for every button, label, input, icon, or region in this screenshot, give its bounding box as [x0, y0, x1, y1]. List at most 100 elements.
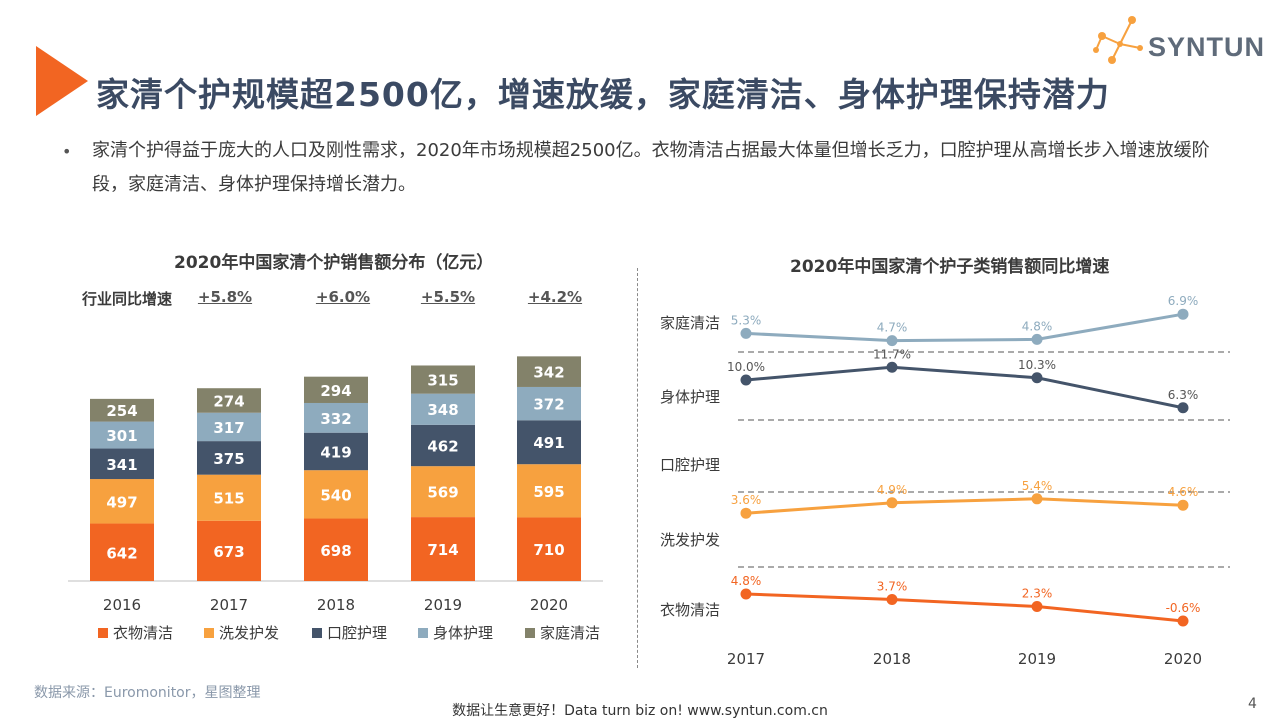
data-point — [1031, 493, 1043, 505]
series-line — [745, 312, 1184, 343]
bar-segment-2016 — [90, 421, 154, 449]
x-tick-label: 2019 — [424, 596, 462, 614]
data-point — [740, 588, 752, 600]
bar-segment-2016 — [90, 398, 154, 422]
bar-segment-2020 — [517, 517, 581, 581]
bar-value-label: 595 — [533, 483, 564, 501]
data-label: 4.8% — [1022, 319, 1053, 333]
industry-growth-label: 行业同比增速 — [82, 290, 173, 308]
bar-segment-2020 — [517, 356, 581, 387]
data-label: 4.7% — [877, 321, 908, 335]
legend-label: 口腔护理 — [327, 624, 387, 642]
bar-chart-title: 2020年中国家清个护销售额分布（亿元） — [174, 253, 494, 273]
series-label: 洗发护发 — [660, 531, 720, 549]
series-label: 口腔护理 — [660, 456, 720, 474]
data-point — [1031, 372, 1043, 384]
bar-value-label: 342 — [533, 364, 564, 382]
data-label: 4.6% — [1168, 485, 1199, 499]
bar-value-label: 317 — [213, 419, 244, 437]
growth-value-2018: +6.0% — [315, 288, 371, 306]
bar-value-label: 462 — [427, 437, 458, 455]
chart-divider — [637, 268, 638, 668]
legend-label: 家庭清洁 — [540, 624, 600, 642]
data-point — [886, 335, 898, 347]
syntun-logo: SYNTUN — [1086, 14, 1266, 66]
data-point — [740, 507, 752, 519]
bullet-text: 家清个护得益于庞大的人口及刚性需求，2020年市场规模超2500亿。衣物清洁占据… — [92, 140, 1210, 195]
data-label: 2.3% — [1022, 587, 1053, 601]
bar-segment-2020 — [517, 386, 581, 421]
bar-value-label: 274 — [213, 392, 244, 410]
data-label: 4.8% — [731, 574, 762, 588]
line-chart: 家庭清洁7.9%7.3%7.1%8.6%身体护理5.3%4.7%4.8%6.9%… — [660, 294, 1230, 668]
legend-label: 衣物清洁 — [113, 624, 173, 642]
data-label: 3.7% — [877, 580, 908, 594]
bar-segment-2019 — [411, 424, 475, 467]
data-label: 5.4% — [1022, 479, 1053, 493]
growth-value-2017: +5.8% — [197, 288, 253, 306]
bar-segment-2017 — [197, 474, 261, 521]
x-tick-label: 2017 — [727, 650, 765, 668]
series-label: 家庭清洁 — [660, 314, 720, 332]
bar-segment-2019 — [411, 365, 475, 394]
bar-value-label: 375 — [213, 450, 244, 468]
line-chart-title: 2020年中国家清个护子类销售额同比增速 — [790, 257, 1110, 277]
logo-text: SYNTUN — [1148, 32, 1266, 62]
bar-segment-2016 — [90, 479, 154, 524]
bar-value-label: 714 — [427, 541, 458, 559]
data-point — [1177, 615, 1189, 627]
data-source: 数据来源：Euromonitor，星图整理 — [34, 685, 261, 701]
data-label: 10.0% — [727, 360, 765, 374]
page-title: 家清个护规模超2500亿，增速放缓，家庭清洁、身体护理保持潜力 — [96, 75, 1110, 114]
bar-segment-2019 — [411, 393, 475, 425]
legend-swatch — [312, 628, 322, 638]
footer-slogan: 数据让生意更好！Data turn biz on! www.syntun.com… — [452, 703, 828, 719]
bar-segment-2017 — [197, 520, 261, 581]
data-point — [1031, 333, 1043, 345]
series-line — [745, 592, 1184, 623]
data-point — [886, 594, 898, 605]
bar-value-label: 540 — [320, 486, 351, 504]
data-point — [1177, 499, 1189, 511]
bar-value-label: 419 — [320, 443, 351, 461]
bar-value-label: 294 — [320, 382, 351, 400]
bar-value-label: 315 — [427, 372, 458, 390]
growth-value-2019: +5.5% — [420, 288, 476, 306]
bar-segment-2018 — [304, 432, 368, 471]
legend-label: 身体护理 — [433, 624, 493, 642]
molecule-logo-icon — [1093, 16, 1143, 64]
series-label: 衣物清洁 — [660, 601, 720, 619]
bar-value-label: 372 — [533, 396, 564, 414]
bar-segment-2016 — [90, 448, 154, 480]
bar-segment-2017 — [197, 441, 261, 475]
x-tick-label: 2018 — [317, 596, 355, 614]
data-label: 3.6% — [731, 493, 762, 507]
stacked-bar-chart: 642 497 341 301 254 2016 673 515 375 317 274 2017 69… — [68, 356, 603, 642]
title-arrow-icon — [36, 46, 88, 116]
data-label: 11.7% — [873, 347, 911, 361]
series-line — [745, 365, 1184, 410]
data-point — [886, 361, 898, 373]
bar-value-label: 301 — [106, 427, 137, 445]
data-label: 5.3% — [731, 313, 762, 327]
legend-swatch — [98, 628, 108, 638]
data-label: -0.6% — [1166, 601, 1201, 615]
bar-value-label: 698 — [320, 542, 351, 560]
data-point — [886, 497, 898, 509]
bar-value-label: 348 — [427, 401, 458, 419]
x-tick-label: 2020 — [530, 596, 568, 614]
bar-segment-2018 — [304, 470, 368, 519]
page-number: 4 — [1248, 696, 1257, 712]
bar-value-label: 497 — [106, 493, 137, 511]
x-tick-label: 2020 — [1164, 650, 1202, 668]
bar-value-label: 569 — [427, 484, 458, 502]
series-label: 身体护理 — [660, 388, 720, 406]
bar-value-label: 332 — [320, 410, 351, 428]
bar-segment-2017 — [197, 412, 261, 442]
bar-segment-2019 — [411, 517, 475, 581]
data-point — [1177, 402, 1189, 414]
data-point — [740, 374, 752, 386]
bar-value-label: 710 — [533, 541, 564, 559]
bar-segment-2018 — [304, 376, 368, 403]
bar-value-label: 515 — [213, 490, 244, 508]
